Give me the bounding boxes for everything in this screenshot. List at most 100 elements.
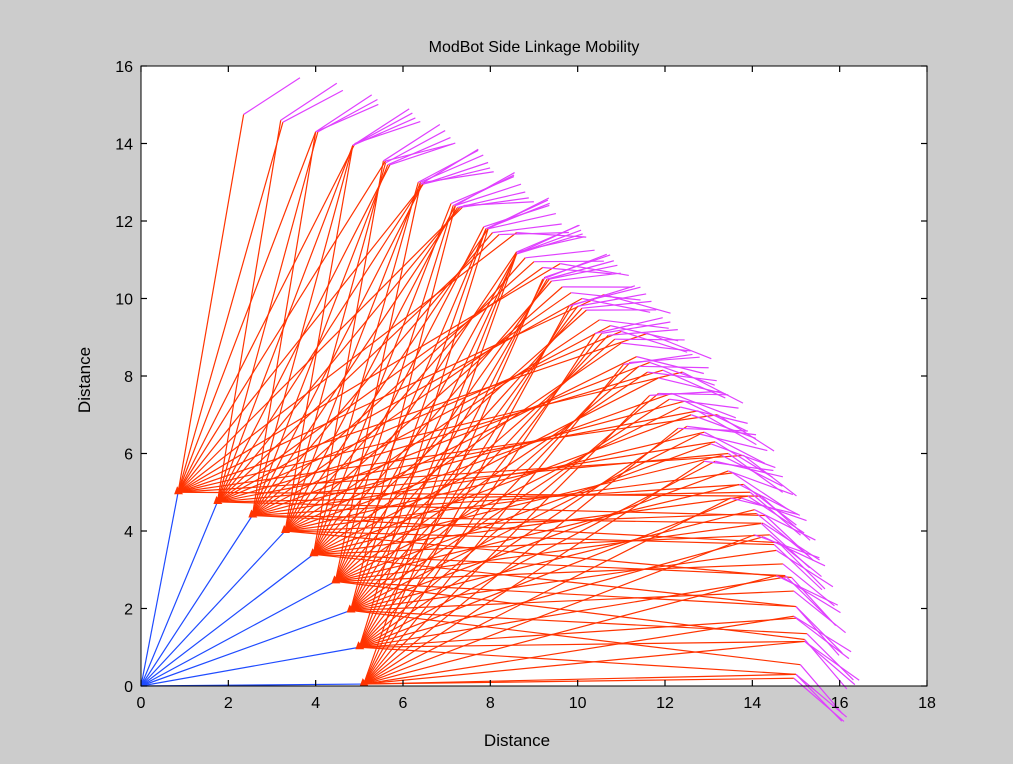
joint-marker-7 (355, 641, 365, 650)
link3-segment-2-5 (492, 223, 562, 234)
link2-segment-8-10 (363, 574, 777, 685)
link2-segment-0-1 (177, 122, 284, 493)
link3-segment-4-10 (721, 454, 783, 487)
joint-marker-4 (309, 548, 319, 557)
link3-segment-2-14 (778, 542, 826, 590)
link2-segment-7-6 (358, 392, 659, 648)
joint-marker-3 (281, 525, 291, 533)
link2-segment-6-11 (350, 549, 777, 612)
link3-segment-6-13 (806, 633, 854, 681)
link3-segment-5-0 (420, 148, 479, 185)
link2-segment-2-1 (251, 145, 354, 516)
link2-segment-7-3 (358, 303, 574, 648)
link2-segment-8-3 (363, 333, 596, 685)
link2-segment-0-2 (177, 131, 317, 493)
link3-segment-7-13 (804, 640, 856, 686)
link3-segment-4-11 (747, 495, 805, 534)
link3-segment-7-0 (487, 197, 550, 230)
link2-segment-3-0 (284, 145, 354, 532)
link2-segment-5-8 (335, 406, 681, 582)
link3-segment-8-8 (730, 497, 799, 515)
y-tick-label-6: 12 (115, 214, 133, 231)
link2-segment-7-10 (359, 536, 764, 648)
link3-segment-4-12 (769, 534, 822, 578)
link3-segment-8-4 (623, 353, 693, 365)
link2-segment-4-6 (313, 309, 587, 555)
link3-segment-3-0 (352, 108, 410, 146)
link2-segment-5-1 (334, 205, 454, 582)
link2-segment-6-1 (350, 228, 487, 611)
link2-segment-4-1 (312, 182, 419, 555)
link2-segment-8-8 (363, 497, 731, 685)
chart-title: ModBot Side Linkage Mobility (429, 39, 640, 56)
link2-segment-7-14 (359, 646, 797, 675)
link3-segment-2-2 (387, 136, 451, 166)
link3-segment-6-6 (638, 365, 709, 369)
axes-frame (140, 65, 928, 687)
link2-segment-8-0 (363, 253, 518, 685)
link1-segment-4 (140, 553, 314, 687)
link3-segment-0-10 (647, 332, 712, 360)
x-tick-label-3: 6 (399, 695, 408, 712)
link2-segment-8-7 (363, 460, 705, 685)
link3-segment-1-1 (317, 98, 378, 133)
link2-segment-2-11 (252, 441, 716, 517)
link2-segment-7-2 (358, 276, 546, 648)
link3-segment-5-5 (581, 300, 652, 309)
link2-segment-5-13 (335, 580, 797, 608)
link3-segment-6-5 (608, 329, 678, 336)
link3-segment-5-7 (647, 371, 717, 382)
link3-segment-5-3 (516, 233, 583, 255)
y-tick-label-4: 8 (124, 369, 133, 386)
link2-segment-8-2 (363, 305, 570, 685)
link2-segment-4-3 (312, 226, 485, 555)
link3-segment-8-2 (568, 285, 636, 307)
link2-segment-2-8 (252, 325, 611, 517)
link3-segment-6-3 (546, 260, 614, 280)
link2-segment-0-3 (177, 143, 356, 493)
link3-segment-4-9 (690, 414, 756, 439)
link2-segment-7-0 (358, 228, 489, 648)
link3-segment-2-4 (457, 191, 526, 209)
x-tick-label-2: 4 (311, 695, 320, 712)
x-tick-label-6: 12 (656, 695, 674, 712)
y-tick-label-2: 4 (124, 524, 133, 541)
link3-segment-6-0 (455, 172, 515, 207)
link2-segment-8-1 (363, 278, 544, 685)
y-tick-label-7: 14 (115, 137, 133, 154)
link2-segment-6-14 (350, 609, 801, 666)
link3-segment-5-8 (680, 406, 748, 424)
link2-segment-4-10 (313, 454, 722, 555)
link3-segment-7-9 (741, 497, 807, 522)
link2-segment-0-6 (177, 205, 465, 493)
link3-segment-2-0 (315, 94, 373, 133)
y-axis-label: Distance (75, 347, 94, 413)
link1-segment-7 (140, 646, 360, 687)
y-tick-label-1: 2 (124, 602, 133, 619)
joint-marker-5 (331, 575, 341, 584)
link2-segment-1-1 (216, 131, 319, 503)
link2-segment-4-2 (312, 203, 452, 555)
link2-segment-4-0 (312, 160, 384, 555)
link2-segment-3-9 (284, 392, 672, 532)
link2-segment-4-9 (313, 414, 692, 555)
link2-segment-5-2 (334, 228, 487, 582)
x-tick-label-9: 18 (918, 695, 936, 712)
link3-segment-5-11 (762, 522, 820, 561)
link3-segment-8-10 (776, 575, 839, 606)
link2-segment-2-3 (251, 183, 424, 516)
link2-segment-4-13 (313, 553, 786, 577)
link2-segment-2-5 (251, 232, 493, 516)
link2-segment-1-6 (217, 234, 500, 503)
link2-segment-1-3 (216, 164, 391, 503)
x-tick-label-4: 8 (486, 695, 495, 712)
link1-segment-5 (140, 580, 336, 687)
link3-segment-8-11 (793, 615, 852, 653)
link3-segment-8-13 (795, 673, 848, 718)
link2-segment-8-9 (363, 534, 755, 685)
link3-segment-2-3 (422, 161, 489, 185)
link3-segment-6-10 (754, 509, 816, 541)
axis-ticks: 0 2 4 6 8 10 12 14 16 18 0 2 4 6 8 10 12 14 16 (115, 59, 936, 712)
link3-segment-8-6 (678, 427, 748, 432)
